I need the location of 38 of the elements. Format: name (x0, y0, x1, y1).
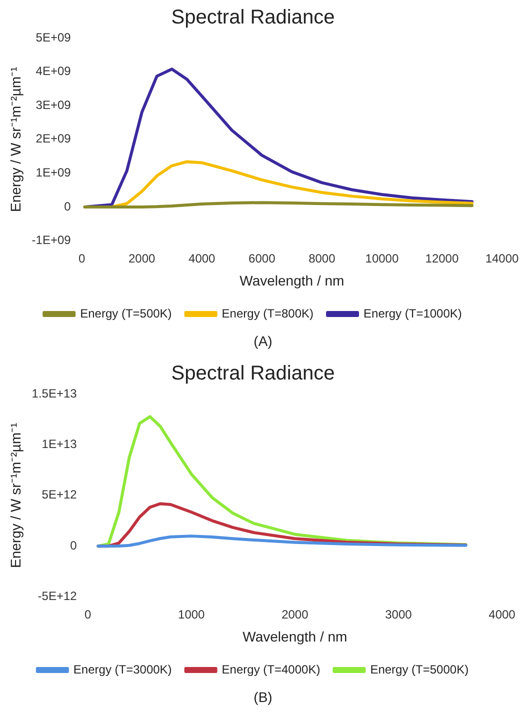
chart-title: Spectral Radiance (171, 362, 335, 385)
x-tick-label: 2000 (128, 251, 156, 266)
x-tick-label: 2000 (282, 607, 309, 622)
y-tick-label: -1E+09 (32, 233, 72, 248)
y-tick-label: 1.5E+13 (32, 386, 78, 400)
x-tick-label: 10000 (365, 251, 399, 266)
y-axis-title: Energy / W sr⁻¹m⁻²µm⁻¹ (7, 422, 24, 568)
y-tick-label: 1E+13 (42, 437, 78, 452)
y-tick-label: -5E+12 (38, 589, 78, 604)
y-tick-label: 4E+09 (36, 64, 72, 78)
x-tick-label: 8000 (308, 251, 336, 266)
x-axis-title: Wavelength / nm (240, 272, 344, 288)
y-axis-title: Energy / W sr⁻¹m⁻²µm⁻¹ (7, 66, 24, 212)
x-axis-title: Wavelength / nm (242, 628, 348, 644)
text: (A) (252, 332, 274, 351)
legend-label: Energy (T=800K) (222, 306, 314, 320)
x-tick-label: 6000 (248, 251, 276, 266)
x-tick-label: 1000 (178, 607, 206, 622)
x-tick-label: 4000 (188, 251, 216, 266)
y-tick-label: 0 (70, 538, 78, 552)
y-tick-label: 3E+09 (36, 98, 72, 112)
legend-label: Energy (T=1000K) (364, 306, 462, 320)
legend-label: Energy (T=3000K) (73, 662, 172, 676)
x-tick-label: 14000 (485, 251, 520, 266)
y-tick-label: 5E+09 (36, 30, 72, 44)
y-tick-label: 1E+09 (36, 166, 72, 180)
legend-label: Energy (T=5000K) (370, 662, 469, 676)
y-tick-label: 2E+09 (36, 132, 72, 146)
chart-title: Spectral Radiance (171, 6, 335, 29)
x-tick-label: 12000 (425, 251, 459, 266)
x-tick-label: 3000 (385, 607, 412, 622)
y-tick-label: 0 (64, 199, 72, 214)
x-tick-label: 4000 (488, 607, 516, 622)
legend-label: Energy (T=4000K) (222, 662, 320, 676)
text: (B) (252, 688, 274, 707)
legend-label: Energy (T=500K) (80, 306, 172, 320)
x-tick-label: 0 (84, 607, 92, 622)
y-tick-label: 5E+12 (42, 488, 78, 502)
